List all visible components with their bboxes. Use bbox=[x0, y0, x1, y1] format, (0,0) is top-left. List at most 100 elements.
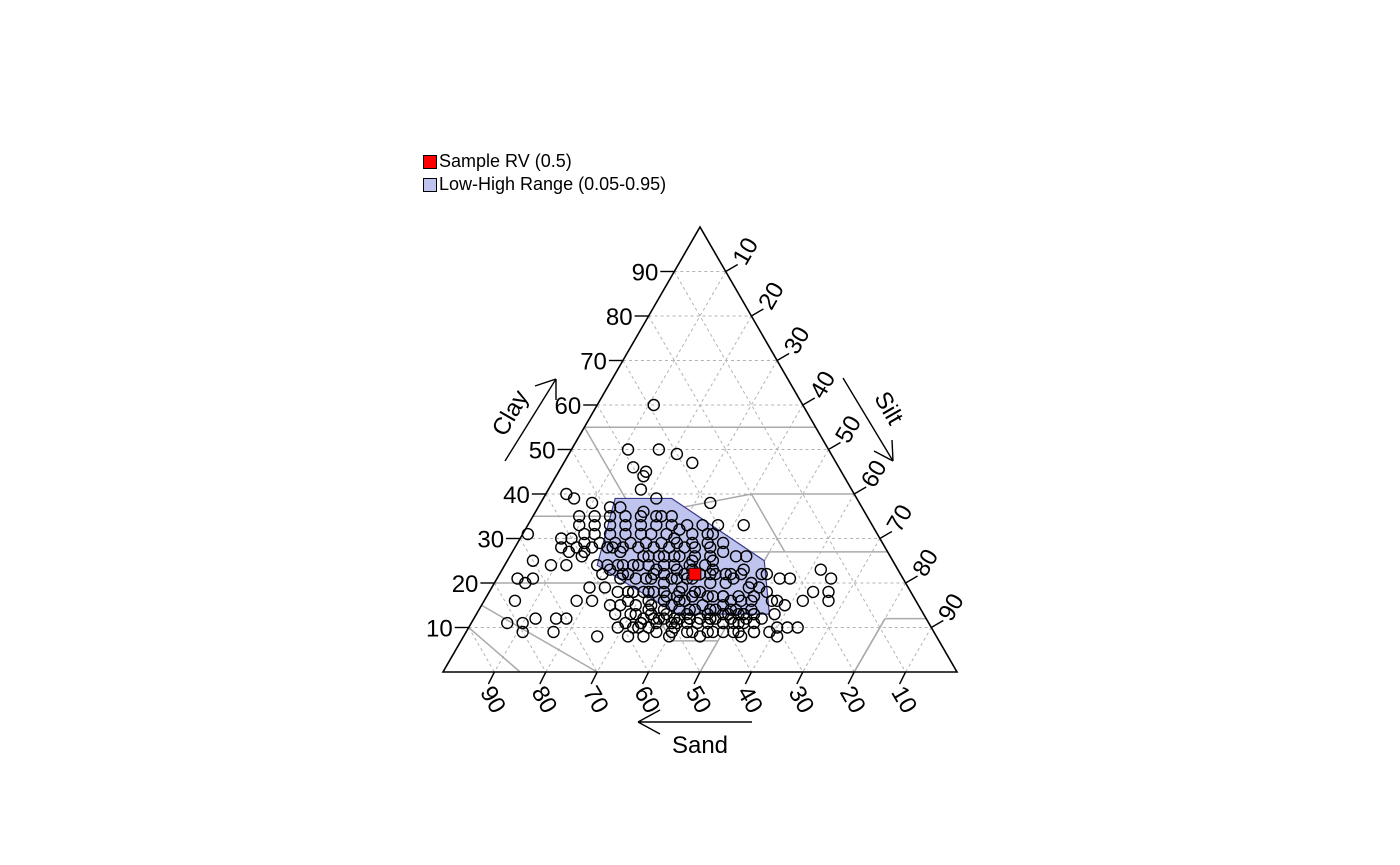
data-point bbox=[673, 612, 686, 625]
data-point bbox=[529, 612, 542, 625]
texture-boundary bbox=[750, 493, 786, 553]
silt-tick-label: 60 bbox=[856, 456, 893, 493]
data-point bbox=[722, 607, 735, 621]
data-point bbox=[737, 607, 750, 621]
sand-axis-label: Sand bbox=[672, 732, 728, 759]
data-point bbox=[670, 447, 684, 461]
texture-boundary bbox=[468, 626, 521, 673]
data-point bbox=[573, 510, 586, 523]
data-point bbox=[516, 616, 529, 630]
data-point bbox=[806, 585, 820, 599]
data-point bbox=[642, 585, 655, 599]
data-point bbox=[567, 492, 581, 505]
data-point bbox=[608, 607, 622, 621]
silt-tick bbox=[751, 308, 764, 317]
data-point bbox=[588, 510, 601, 523]
data-point bbox=[619, 510, 632, 523]
data-point bbox=[673, 594, 686, 607]
data-point bbox=[716, 545, 730, 559]
sand-tick bbox=[487, 671, 496, 685]
clay-tick-label: 90 bbox=[632, 260, 659, 287]
data-point bbox=[634, 518, 648, 532]
data-point bbox=[709, 612, 722, 625]
data-point bbox=[588, 518, 601, 532]
axis-ticks: 10 20 30 40 50 60 70 80 90 10 20 30 40 50 60 70 80 90 90 80… bbox=[426, 233, 970, 718]
data-point bbox=[814, 563, 827, 576]
sand-tick-label: 70 bbox=[577, 682, 614, 719]
data-point bbox=[778, 599, 792, 612]
clay-tick-label: 60 bbox=[554, 393, 581, 420]
silt-tick bbox=[879, 530, 893, 540]
data-point bbox=[516, 625, 529, 639]
data-point bbox=[773, 572, 786, 585]
clay-tick-label: 50 bbox=[529, 438, 556, 465]
data-point bbox=[688, 550, 702, 563]
data-point bbox=[650, 518, 663, 532]
silt-tick-label: 90 bbox=[933, 589, 970, 626]
data-point bbox=[657, 559, 671, 572]
data-point bbox=[642, 559, 655, 572]
sand-tick bbox=[796, 671, 804, 685]
sand-tick bbox=[641, 671, 650, 685]
data-point bbox=[686, 590, 699, 603]
grid-line bbox=[673, 271, 907, 673]
data-point bbox=[573, 518, 586, 532]
data-point bbox=[732, 625, 745, 639]
silt-tick bbox=[802, 397, 816, 406]
data-point bbox=[670, 536, 684, 550]
grid-line bbox=[802, 538, 881, 673]
data-point bbox=[716, 536, 730, 550]
data-point bbox=[508, 594, 522, 607]
data-point bbox=[701, 625, 714, 639]
data-point bbox=[704, 496, 717, 510]
sand-tick-label: 30 bbox=[783, 682, 820, 719]
data-point bbox=[637, 630, 650, 643]
silt-tick-label: 10 bbox=[727, 233, 764, 270]
legend-item-rv: Sample RV (0.5) bbox=[423, 150, 666, 173]
silt-axis-label: Silt bbox=[868, 387, 908, 430]
sand-tick-label: 20 bbox=[834, 682, 871, 719]
data-point bbox=[655, 536, 668, 550]
texture-boundary bbox=[699, 640, 719, 673]
silt-tick bbox=[905, 575, 918, 584]
data-point bbox=[521, 527, 535, 541]
data-point bbox=[626, 559, 640, 572]
silt-tick bbox=[930, 619, 944, 629]
sand-tick-label: 40 bbox=[731, 682, 768, 719]
grid-line bbox=[750, 493, 855, 673]
data-point bbox=[660, 607, 673, 621]
data-point bbox=[686, 456, 699, 470]
sand-tick-label: 60 bbox=[628, 682, 665, 719]
data-point bbox=[549, 612, 563, 625]
data-point bbox=[822, 594, 835, 607]
data-point bbox=[824, 572, 838, 585]
data-point bbox=[629, 572, 642, 585]
data-point bbox=[796, 594, 809, 607]
data-point bbox=[686, 536, 699, 550]
data-point bbox=[657, 594, 671, 607]
grid-line bbox=[493, 271, 727, 673]
grid-line bbox=[493, 582, 547, 673]
data-point bbox=[680, 625, 694, 639]
data-point bbox=[760, 567, 774, 581]
silt-tick bbox=[725, 263, 739, 273]
sand-tick-label: 90 bbox=[474, 682, 511, 719]
data-point bbox=[616, 559, 630, 572]
data-point bbox=[701, 590, 714, 603]
legend: Sample RV (0.5) Low-High Range (0.05-0.9… bbox=[423, 150, 666, 196]
silt-tick-label: 30 bbox=[779, 322, 816, 359]
silt-tick-label: 80 bbox=[907, 545, 944, 582]
legend-label-range: Low-High Range (0.05-0.95) bbox=[439, 174, 667, 194]
silt-axis-arrow bbox=[842, 377, 894, 462]
data-point bbox=[578, 536, 591, 550]
sand-tick-label: 10 bbox=[885, 682, 922, 719]
data-point bbox=[570, 594, 583, 607]
data-point bbox=[650, 510, 663, 523]
sand-tick-label: 80 bbox=[526, 682, 563, 719]
sample-rv-layer bbox=[688, 567, 702, 581]
data-point bbox=[544, 559, 558, 572]
data-point bbox=[585, 594, 599, 607]
data-point bbox=[583, 581, 596, 594]
silt-tick bbox=[828, 441, 841, 451]
data-point bbox=[650, 492, 663, 505]
